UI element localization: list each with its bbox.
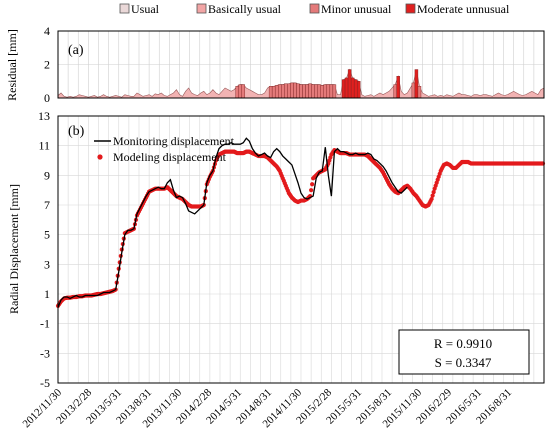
y-tick-label-b: -5 <box>40 376 50 390</box>
legend-label-modeling: Modeling displacement <box>113 150 227 164</box>
panel-b-frame <box>57 115 545 384</box>
modeling-point <box>431 190 436 195</box>
panel-b-grid <box>58 116 544 383</box>
residual-bar <box>344 77 349 99</box>
residual-bar <box>241 84 246 99</box>
residual-bar <box>311 84 315 99</box>
residual-bar <box>317 84 321 99</box>
residual-bar <box>350 77 355 99</box>
residual-bar <box>305 84 309 99</box>
panel-b-series <box>55 137 546 308</box>
residual-bar <box>396 76 400 99</box>
legend-swatch-usual <box>119 3 130 14</box>
residual-bar <box>314 84 318 99</box>
stats-r-value: R = 0.9910 <box>434 336 492 351</box>
legend-swatch-minor-unusual <box>309 3 320 14</box>
residual-bar <box>356 81 361 99</box>
residual-bar <box>293 82 297 99</box>
y-tick-label-b: 1 <box>44 287 50 301</box>
modeling-point <box>310 182 315 187</box>
monitoring-line <box>57 137 408 308</box>
panel-b-label: (b) <box>68 124 85 139</box>
stats-box: R = 0.9910 S = 0.3347 <box>398 329 530 375</box>
y-tick-label-a: 2 <box>44 58 50 72</box>
y-tick-label-a: 0 <box>44 91 50 105</box>
legend-top: Usual Basically usual Minor unusual Mode… <box>119 2 510 16</box>
residual-bar <box>302 84 306 99</box>
legend-label-basically-usual: Basically usual <box>208 2 282 16</box>
panel-b-y-axis-label: Radial Displacement [mm] <box>7 184 21 314</box>
modeling-point <box>309 188 314 193</box>
y-tick-label-b: 13 <box>38 109 50 123</box>
residual-bar <box>414 69 419 99</box>
residual-bar <box>341 79 346 99</box>
residual-bar <box>323 84 328 99</box>
modeling-point <box>429 196 434 202</box>
residual-bar <box>347 69 352 99</box>
residual-bar <box>278 84 282 99</box>
y-tick-label-b: 3 <box>44 257 50 271</box>
legend-label-usual: Usual <box>131 2 160 16</box>
y-tick-label-b: 7 <box>44 198 50 212</box>
legend-swatch-basically-usual <box>196 3 207 14</box>
residual-bar <box>417 86 422 99</box>
panel-a-residual-area <box>57 68 545 99</box>
residual-bar <box>326 84 331 99</box>
panel-a-y-ticks: 0 2 4 <box>44 24 50 105</box>
residual-bar <box>320 85 324 99</box>
residual-bar <box>235 86 239 99</box>
residual-bar <box>393 84 397 99</box>
residual-bar <box>268 86 273 99</box>
legend-marker-modeling <box>97 154 103 160</box>
residual-bar <box>411 82 416 99</box>
panel-b-legend: Monitoring displacement Modeling displac… <box>94 134 235 164</box>
residual-bar <box>329 84 334 99</box>
panel-a-frame <box>57 30 545 99</box>
legend-label-moderate-unnusual: Moderate unnusual <box>417 2 510 16</box>
residual-bar <box>284 83 288 99</box>
stats-s-value: S = 0.3347 <box>435 355 492 370</box>
residual-bar <box>281 84 285 99</box>
legend-label-minor-unusual: Minor unusual <box>321 2 392 16</box>
residual-bar <box>287 83 291 99</box>
y-tick-label-b: -3 <box>40 346 50 360</box>
panel-b-x-ticks: 2012/11/302013/2/282013/5/312013/8/31201… <box>20 386 514 430</box>
residual-bar <box>290 82 294 99</box>
panel-a-label: (a) <box>68 43 84 58</box>
x-tick-label-b: 2012/11/30 <box>20 386 64 430</box>
y-tick-label-b: 11 <box>38 139 50 153</box>
panel-a-residual: 0 2 4 (a) Residual [mm] <box>5 24 545 105</box>
stats-box-frame <box>398 329 530 375</box>
y-tick-label-b: 5 <box>44 228 50 242</box>
y-tick-label-b: 9 <box>44 168 50 182</box>
legend-label-monitoring: Monitoring displacement <box>113 134 235 148</box>
residual-bar <box>299 84 303 99</box>
residual-bar <box>308 83 312 99</box>
panel-a-y-axis-label: Residual [mm] <box>5 29 19 101</box>
residual-bar <box>238 84 242 99</box>
y-tick-label-b: -1 <box>40 317 50 331</box>
residual-bar <box>274 85 279 99</box>
residual-bar <box>353 79 358 99</box>
y-tick-label-a: 4 <box>44 24 50 38</box>
residual-bar <box>296 83 300 99</box>
modeling-point <box>430 193 435 198</box>
residual-bar <box>332 84 337 99</box>
legend-swatch-moderate-unnusual <box>405 3 416 14</box>
residual-bar <box>271 86 276 99</box>
